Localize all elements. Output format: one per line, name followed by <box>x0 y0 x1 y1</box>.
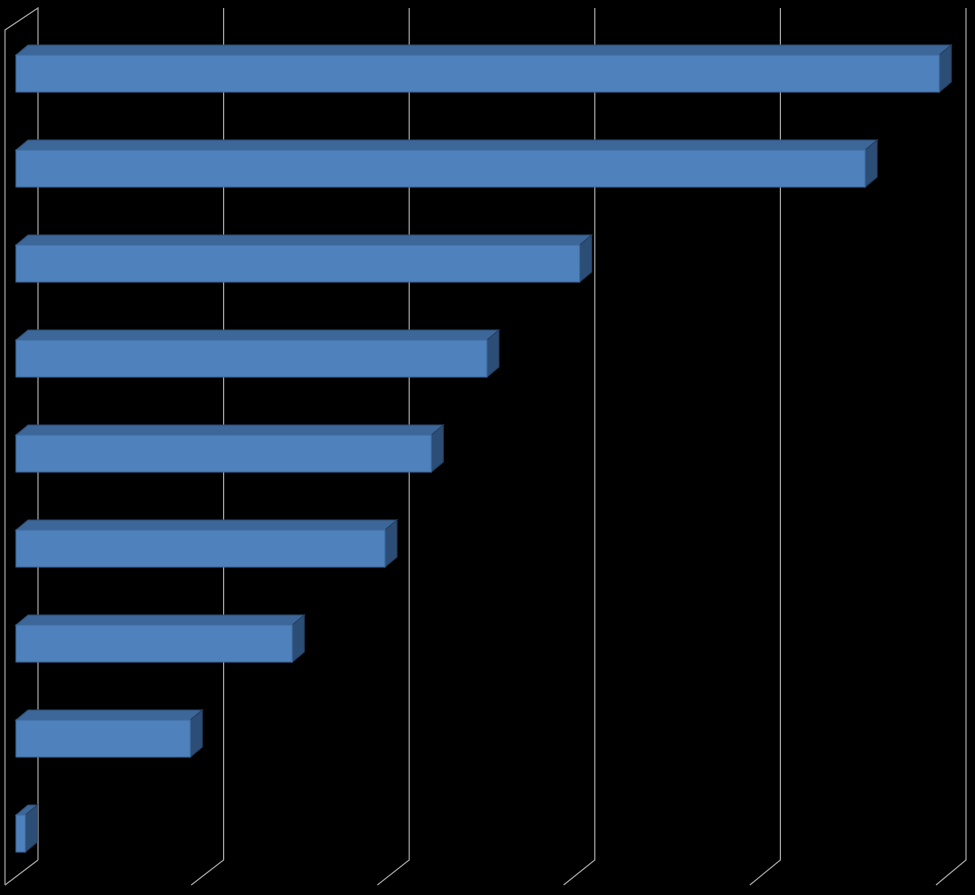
grid-line <box>190 8 225 886</box>
bar <box>15 719 191 758</box>
grid-line <box>935 8 967 886</box>
bar <box>15 624 293 663</box>
bar <box>15 434 432 473</box>
bar <box>15 54 940 93</box>
bar-top <box>14 329 501 341</box>
bar-top <box>14 139 879 151</box>
grid-line <box>749 8 782 886</box>
bar-top <box>14 519 399 531</box>
bar-top <box>14 44 953 56</box>
bar <box>15 339 488 378</box>
bar-top <box>14 709 204 721</box>
bar <box>15 814 26 853</box>
grid-line <box>377 8 410 886</box>
bar-top <box>14 614 306 626</box>
bar <box>15 149 866 188</box>
bar <box>15 244 581 283</box>
bar <box>15 529 386 568</box>
bar-top <box>14 424 445 436</box>
floor-edge <box>4 859 39 886</box>
grid-line <box>563 8 596 886</box>
bar-top <box>14 234 593 246</box>
